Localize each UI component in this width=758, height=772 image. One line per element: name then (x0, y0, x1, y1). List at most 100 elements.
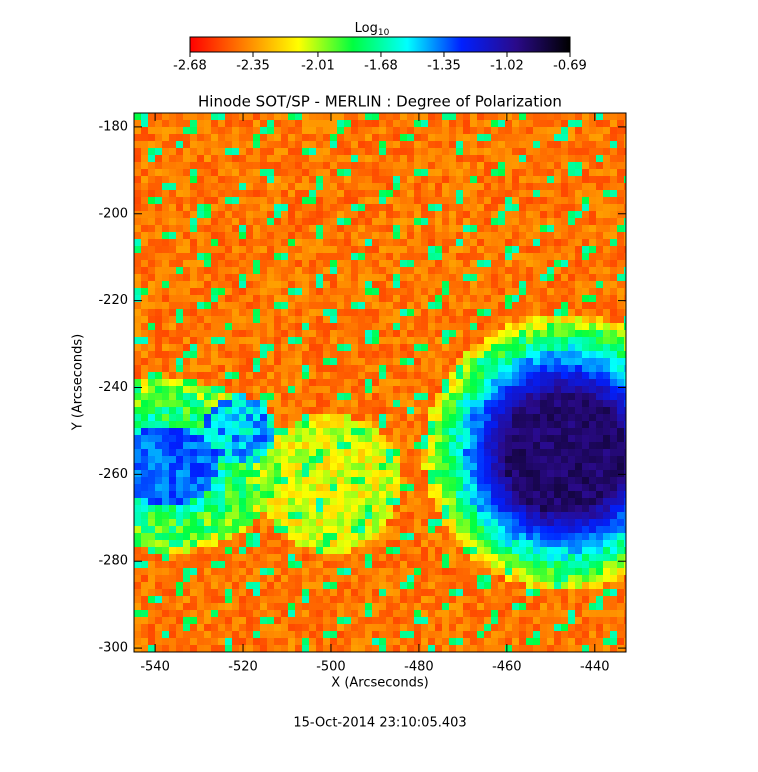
heatmap-cell (246, 603, 253, 610)
heatmap-cell (603, 204, 610, 211)
heatmap-cell (372, 288, 379, 295)
heatmap-cell (617, 589, 624, 596)
heatmap-cell (253, 267, 260, 274)
heatmap-cell (246, 232, 253, 239)
heatmap-cell (148, 526, 155, 533)
heatmap-cell (526, 148, 533, 155)
heatmap-cell (232, 400, 239, 407)
heatmap-cell (218, 288, 225, 295)
heatmap-cell (246, 148, 253, 155)
heatmap-cell (533, 470, 540, 477)
heatmap-cell (582, 288, 589, 295)
heatmap-cell (183, 232, 190, 239)
heatmap-cell (498, 526, 505, 533)
heatmap-cell (596, 414, 603, 421)
heatmap-cell (519, 218, 526, 225)
heatmap-cell (197, 127, 204, 134)
heatmap-cell (309, 463, 316, 470)
heatmap-cell (568, 169, 575, 176)
heatmap-cell (477, 561, 484, 568)
heatmap-cell (421, 582, 428, 589)
heatmap-cell (358, 470, 365, 477)
heatmap-cell (197, 603, 204, 610)
heatmap-cell (610, 176, 617, 183)
heatmap-cell (505, 197, 512, 204)
heatmap-cell (421, 113, 428, 120)
heatmap-cell (316, 162, 323, 169)
heatmap-cell (533, 561, 540, 568)
heatmap-cell (407, 547, 414, 554)
heatmap-cell (246, 113, 253, 120)
heatmap-cell (379, 218, 386, 225)
heatmap-cell (246, 183, 253, 190)
heatmap-cell (610, 127, 617, 134)
heatmap-cell (442, 568, 449, 575)
heatmap-cell (386, 442, 393, 449)
heatmap-cell (463, 176, 470, 183)
heatmap-cell (449, 540, 456, 547)
heatmap-cell (470, 407, 477, 414)
heatmap-cell (533, 449, 540, 456)
heatmap-cell (211, 463, 218, 470)
heatmap-cell (414, 211, 421, 218)
heatmap-cell (141, 512, 148, 519)
heatmap-cell (162, 330, 169, 337)
heatmap-cell (288, 491, 295, 498)
heatmap-cell (463, 358, 470, 365)
heatmap-cell (246, 302, 253, 309)
heatmap-cell (379, 393, 386, 400)
heatmap-cell (155, 344, 162, 351)
heatmap-cell (386, 519, 393, 526)
heatmap-cell (225, 519, 232, 526)
heatmap-cell (316, 505, 323, 512)
heatmap-cell (505, 512, 512, 519)
heatmap-cell (330, 428, 337, 435)
heatmap-cell (197, 197, 204, 204)
heatmap-cell (169, 421, 176, 428)
heatmap-cell (232, 302, 239, 309)
heatmap-cell (568, 260, 575, 267)
heatmap-cell (281, 351, 288, 358)
heatmap-cell (274, 449, 281, 456)
heatmap-cell (239, 113, 246, 120)
heatmap-cell (603, 351, 610, 358)
heatmap-cell (302, 197, 309, 204)
heatmap-cell (351, 162, 358, 169)
heatmap-cell (575, 519, 582, 526)
heatmap-cell (323, 568, 330, 575)
heatmap-cell (582, 232, 589, 239)
heatmap-cell (330, 505, 337, 512)
heatmap-cell (260, 554, 267, 561)
heatmap-cell (435, 148, 442, 155)
heatmap-cell (337, 554, 344, 561)
heatmap-cell (449, 386, 456, 393)
heatmap-cell (400, 358, 407, 365)
heatmap-cell (561, 512, 568, 519)
heatmap-cell (253, 470, 260, 477)
heatmap-cell (470, 512, 477, 519)
heatmap-cell (470, 190, 477, 197)
heatmap-cell (386, 176, 393, 183)
heatmap-cell (239, 477, 246, 484)
heatmap-cell (169, 134, 176, 141)
heatmap-cell (323, 316, 330, 323)
heatmap-cell (561, 120, 568, 127)
heatmap-cell (421, 484, 428, 491)
heatmap-cell (589, 456, 596, 463)
heatmap-cell (351, 540, 358, 547)
heatmap-cell (148, 344, 155, 351)
heatmap-cell (358, 596, 365, 603)
heatmap-cell (169, 568, 176, 575)
heatmap-cell (442, 575, 449, 582)
heatmap-cell (421, 498, 428, 505)
heatmap-cell (421, 267, 428, 274)
heatmap-cell (505, 120, 512, 127)
heatmap-cell (204, 519, 211, 526)
heatmap-cell (211, 190, 218, 197)
heatmap-cell (442, 190, 449, 197)
heatmap-cell (190, 379, 197, 386)
heatmap-cell (456, 386, 463, 393)
heatmap-cell (316, 568, 323, 575)
heatmap-cell (141, 554, 148, 561)
heatmap-cell (400, 365, 407, 372)
